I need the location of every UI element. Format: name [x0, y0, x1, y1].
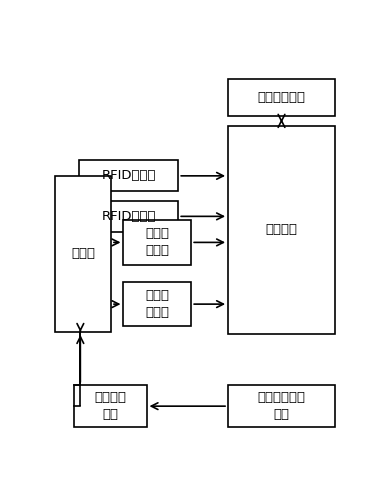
- Text: 微控制器: 微控制器: [266, 223, 298, 236]
- Text: 电流采
集模块: 电流采 集模块: [145, 289, 169, 319]
- Bar: [123, 282, 191, 326]
- Text: RFID阅读器: RFID阅读器: [101, 169, 156, 182]
- Text: 无线能量接收
模块: 无线能量接收 模块: [258, 391, 305, 421]
- Bar: [79, 201, 178, 232]
- Text: RFID阅读器: RFID阅读器: [101, 210, 156, 223]
- Text: 无线通信模块: 无线通信模块: [258, 91, 305, 104]
- Bar: [55, 176, 111, 332]
- Bar: [228, 385, 335, 427]
- Bar: [228, 126, 335, 334]
- Bar: [228, 80, 335, 116]
- Text: 电源管理
模块: 电源管理 模块: [95, 391, 126, 421]
- Text: 电压采
集模块: 电压采 集模块: [145, 227, 169, 258]
- Bar: [74, 385, 147, 427]
- Bar: [123, 220, 191, 265]
- Bar: [79, 160, 178, 191]
- Text: 蓄电池: 蓄电池: [71, 247, 95, 261]
